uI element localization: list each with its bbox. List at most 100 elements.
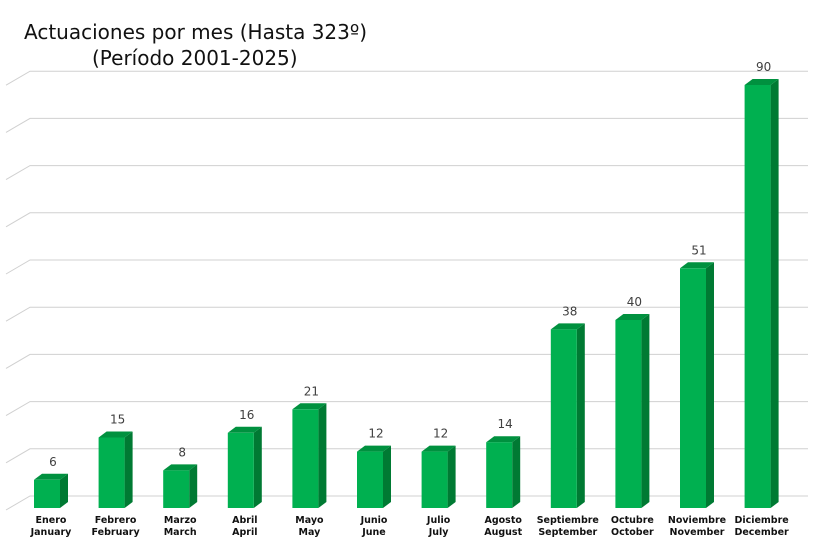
- category-label-es: Mayo: [295, 515, 324, 526]
- bar-front: [744, 85, 771, 508]
- category-label-en: November: [670, 527, 725, 538]
- data-label: 14: [498, 417, 513, 431]
- bar-side: [706, 262, 714, 508]
- data-label: 21: [304, 384, 319, 398]
- data-label: 40: [627, 295, 642, 309]
- bar-front: [357, 451, 383, 508]
- bar-side: [60, 473, 68, 508]
- bar-front: [98, 437, 125, 508]
- bar-front: [550, 329, 577, 508]
- bar: [292, 403, 327, 508]
- bar-top: [680, 262, 714, 269]
- grid-line: [5, 165, 808, 181]
- data-label: 16: [239, 408, 254, 422]
- category-label-es: Septiembre: [537, 515, 599, 526]
- category-label-es: Julio: [426, 515, 451, 526]
- bar-top: [163, 464, 198, 471]
- bar-top: [744, 79, 779, 85]
- bar-front: [615, 320, 642, 508]
- bar: [421, 445, 456, 508]
- bar-top: [486, 436, 521, 443]
- bar: [98, 431, 133, 508]
- grid-line: [5, 495, 808, 511]
- data-label: 51: [691, 243, 706, 257]
- category-label-en: December: [734, 527, 789, 538]
- data-label: 38: [562, 304, 577, 318]
- category-label-en: April: [232, 527, 257, 538]
- chart-subtitle: (Período 2001-2025): [92, 46, 298, 70]
- bar-front: [163, 470, 190, 508]
- bars: [34, 79, 779, 508]
- bar-side: [512, 436, 521, 508]
- bar-front: [34, 479, 60, 508]
- grid-line: [5, 212, 808, 228]
- bar-side: [383, 445, 391, 508]
- grid-line: [5, 117, 808, 133]
- bar: [34, 473, 68, 508]
- category-label-es: Octubre: [611, 515, 654, 526]
- bar-side: [189, 464, 198, 508]
- bar: [615, 314, 650, 508]
- category-label-en: October: [611, 527, 654, 538]
- bar: [744, 79, 779, 508]
- category-label-en: May: [299, 527, 322, 538]
- category-label-en: January: [30, 527, 73, 538]
- grid-line: [5, 353, 808, 369]
- bar-top: [34, 473, 68, 480]
- bar-side: [253, 426, 262, 508]
- bar-side: [641, 314, 650, 508]
- category-label-es: Diciembre: [734, 515, 788, 526]
- category-label-es: Agosto: [484, 515, 522, 526]
- category-label-en: March: [164, 527, 197, 538]
- bar: [486, 436, 521, 508]
- bar: [680, 262, 714, 508]
- bar: [227, 426, 262, 508]
- data-label: 15: [110, 413, 125, 427]
- bar: [357, 445, 391, 508]
- bar-top: [357, 445, 391, 452]
- category-label-en: June: [361, 527, 386, 538]
- bar-side: [770, 79, 779, 508]
- category-label-es: Junio: [360, 515, 388, 526]
- bar-side: [124, 431, 133, 508]
- category-label-en: February: [92, 527, 141, 538]
- category-label-es: Febrero: [95, 515, 137, 526]
- bar-side: [447, 445, 456, 508]
- bar-side: [576, 323, 585, 508]
- bar-top: [98, 431, 133, 438]
- bar-top: [615, 314, 650, 320]
- bar-front: [227, 432, 254, 508]
- grid-line: [5, 70, 808, 86]
- data-label: 12: [433, 427, 448, 441]
- grid-line: [5, 448, 808, 464]
- category-label-en: September: [538, 527, 597, 538]
- category-label-es: Enero: [36, 515, 67, 526]
- bar: [550, 323, 585, 508]
- bar-top: [421, 445, 456, 452]
- category-label-es: Abril: [232, 515, 257, 526]
- category-label-en: July: [428, 527, 450, 538]
- data-label: 6: [49, 455, 57, 469]
- data-label: 8: [178, 445, 186, 459]
- data-labels: 6 15 8 16 21 12 12 14 38 40 51 90: [49, 60, 771, 469]
- data-label: 90: [756, 60, 771, 74]
- bar-front: [680, 268, 706, 508]
- bar-front: [486, 442, 513, 508]
- bar-front: [421, 451, 448, 508]
- grid-line: [5, 401, 808, 417]
- category-label-es: Marzo: [164, 515, 197, 526]
- data-label: 12: [368, 427, 383, 441]
- category-label-en: August: [484, 527, 522, 538]
- bar-front: [292, 409, 319, 508]
- bar-top: [292, 403, 327, 410]
- grid-lines: [5, 70, 808, 511]
- bar-side: [318, 403, 327, 508]
- bar-top: [550, 323, 585, 330]
- grid-line: [5, 306, 808, 322]
- category-label-es: Noviembre: [668, 515, 726, 526]
- bar: [163, 464, 198, 508]
- chart-title: Actuaciones por mes (Hasta 323º): [24, 20, 368, 44]
- bar-top: [227, 426, 262, 433]
